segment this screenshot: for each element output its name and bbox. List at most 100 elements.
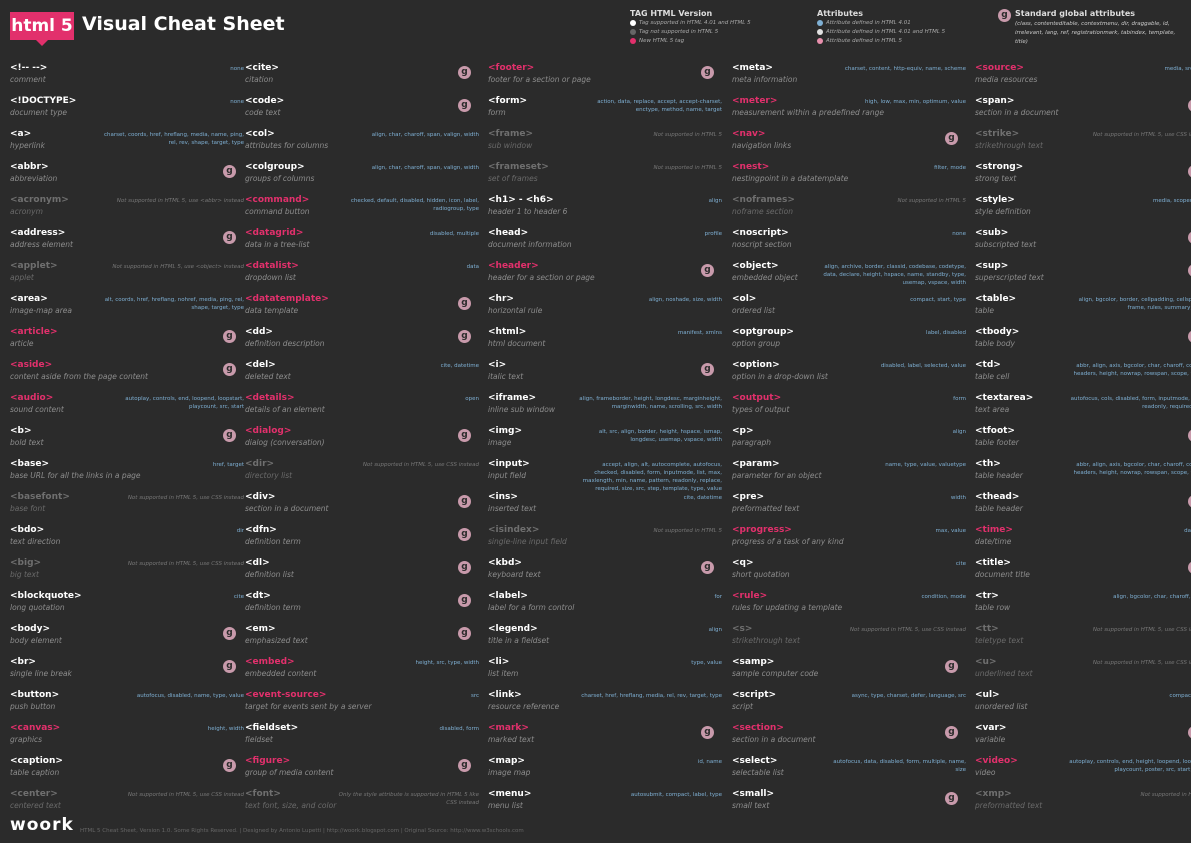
tag-description: list item [488,669,519,678]
tag-attributes: width [950,495,966,501]
tag-entry: <isindex> single-line input field Not supp… [488,522,722,554]
tag-attributes: align [952,429,966,435]
tag-name: <datagrid> [245,228,304,238]
tag-description: attributes for columns [245,141,329,150]
tag-description: set of frames [488,174,538,183]
tag-attributes: Not supported in HTML 5 [653,528,722,534]
tag-entry: <hr> horizontal rule align, noshade, size,… [488,291,722,323]
tag-description: single-line input field [488,537,567,546]
tag-description: ordered list [732,306,775,315]
tag-name: <sub> [975,228,1009,238]
tag-attributes: Not supported in HTML 5, use CSS instead [127,495,244,501]
tag-description: video [975,768,996,777]
tag-entry: <tfoot> table footer g [975,423,1191,455]
global-badge: g [1188,429,1191,442]
tag-entry: <form> form action, data, replace, accept,… [488,93,722,125]
tag-attributes: label, disabled [926,330,966,336]
tag-name: <dl> [245,558,270,568]
tag-attributes: datetime [1184,528,1191,534]
tag-name: <link> [488,690,522,700]
tag-attributes: alt, coords, href, hreflang, nohref, med… [104,297,244,311]
tag-name: <ol> [732,294,757,304]
tag-attributes: high, low, max, min, optimum, value [865,99,966,105]
tag-name: <area> [10,294,48,304]
tag-name: <details> [245,393,295,403]
tag-description: embedded object [732,273,798,282]
tag-description: subscripted text [975,240,1037,249]
tag-entry: <br> single line break g [10,654,244,686]
tag-description: marked text [488,735,535,744]
tag-entry: <mark> marked text g [488,720,722,752]
tag-description: table cell [975,372,1010,381]
tag-entry: <del> deleted text cite, datetime [245,357,479,389]
tag-description: text font, size, and color [245,801,337,810]
tag-name: <legend> [488,624,538,634]
tag-entry: <noframes> noframe section Not supported i… [732,192,966,224]
tag-description: header 1 to header 6 [488,207,568,216]
tag-description: section in a document [975,108,1059,117]
tag-name: <event-source> [245,690,327,700]
tag-description: document title [975,570,1030,579]
tag-attributes: align, char, charoff, span, valign, widt… [371,165,479,171]
legend-text: Attribute defined in HTML 5 [826,38,902,44]
legend-title: TAG HTML Version [630,9,713,18]
tag-entry: <datalist> dropdown list data [245,258,479,290]
tag-entry: <object> embedded object align, archive, b… [732,258,966,290]
tag-entry: <caption> table caption g [10,753,244,785]
tag-name: <datalist> [245,261,299,271]
tag-name: <canvas> [10,723,61,733]
tag-name: <code> [245,96,285,106]
tag-entry: <style> style definition media, scoped, ty… [975,192,1191,224]
tag-description: citation [245,75,274,84]
tag-attributes: manifest, xmlns [677,330,722,336]
tag-entry: <cite> citation g [245,60,479,92]
tag-name: <basefont> [10,492,70,502]
page-title: Visual Cheat Sheet [82,13,285,35]
tag-name: <audio> [10,393,54,403]
tag-name: <button> [10,690,60,700]
tag-name: <td> [975,360,1001,370]
tag-entry: <body> body element g [10,621,244,653]
tag-description: table header [975,471,1023,480]
tag-entry: <tbody> table body g [975,324,1191,356]
tag-description: base URL for all the links in a page [10,471,141,480]
legend-title: Standard global attributes [1015,9,1136,18]
tag-attributes: src [470,693,479,699]
tag-entry: <source> media resources media, src, type [975,60,1191,92]
tag-name: <label> [488,591,528,601]
tag-attributes: align, bgcolor, border, cellpadding, cel… [1078,297,1191,311]
tag-entry: <meter> measurement within a predefined r… [732,93,966,125]
tag-entry: <dt> definition term g [245,588,479,620]
tag-name: <menu> [488,789,532,799]
tag-entry: <param> parameter for an object name, type… [732,456,966,488]
tag-description: short quotation [732,570,790,579]
tag-attributes: align, noshade, size, width [648,297,722,303]
tag-entry: <script> script async, type, charset, defe… [732,687,966,719]
tag-description: push button [10,702,56,711]
tag-description: label for a form control [488,603,575,612]
tag-name: <div> [245,492,276,502]
tag-name: <i> [488,360,507,370]
tag-name: <html> [488,327,527,337]
tag-entry: <s> strikethrough text Not supported in HT… [732,621,966,653]
tag-attributes: Not supported in HTML 5, use CSS instead [1092,627,1191,633]
tag-description: group of media content [245,768,334,777]
legend-text: Attribute defined in HTML 4.01 [826,20,911,26]
tag-attributes: compact, start, type [910,297,966,303]
tag-name: <!-- --> [10,63,48,73]
tag-description: strong text [975,174,1017,183]
tag-name: <figure> [245,756,291,766]
tag-description: option group [732,339,781,348]
tag-attributes: Not supported in HTML 5, use <object> in… [112,264,244,270]
tag-entry: <samp> sample computer code g [732,654,966,686]
tag-attributes: disabled, label, selected, value [880,363,966,369]
tag-description: sub window [488,141,533,150]
tag-entry: <xmp> preformatted text Not supported in H… [975,786,1191,818]
global-badge: g [1188,231,1191,244]
tag-description: media resources [975,75,1038,84]
tag-description: inline sub window [488,405,556,414]
tag-attributes: Not supported in HTML 5, use CSS instead [127,561,244,567]
global-badge: g [458,561,471,574]
tag-entry: <i> italic text g [488,357,722,389]
